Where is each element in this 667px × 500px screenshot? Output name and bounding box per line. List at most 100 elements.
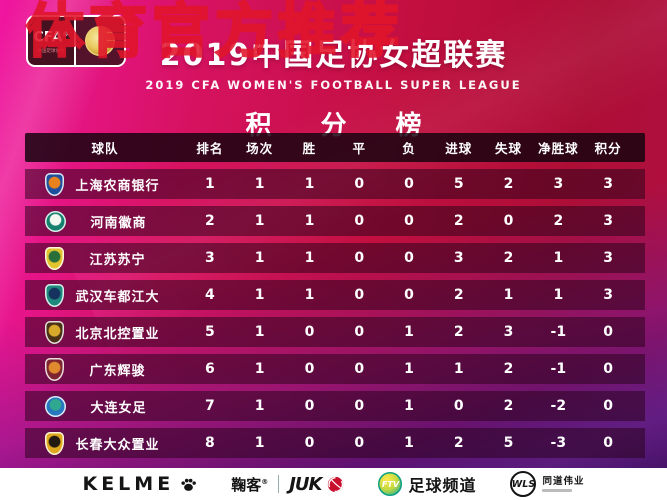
stat-draw: 0 (354, 213, 365, 229)
stat-points: 0 (603, 398, 613, 414)
team-crest-icon (45, 357, 64, 381)
paw-icon (181, 478, 197, 491)
page-title: 2019中国足协女超联赛 (159, 38, 508, 73)
team-crest-icon (45, 246, 64, 270)
column-header: 胜 (302, 141, 317, 156)
stat-win: 0 (304, 361, 315, 377)
stat-goals_against: 0 (503, 213, 514, 229)
stat-loss: 1 (404, 361, 414, 377)
ftv-wordmark: 足球频道 (408, 476, 477, 495)
stat-draw: 0 (354, 287, 365, 303)
sponsor-kelme: KELME (82, 473, 197, 495)
stat-draw: 0 (354, 435, 365, 451)
stat-points: 0 (603, 361, 613, 377)
team-cell: 广东辉骏 (25, 357, 185, 381)
table-row: 武汉车都江大 4 1 1 0 0 2 1 1 3 (25, 280, 645, 310)
team-cell: 上海农商银行 (25, 172, 185, 196)
stat-goals_for: 5 (453, 176, 464, 192)
stat-win: 0 (304, 398, 315, 414)
stat-win: 1 (304, 287, 315, 303)
stat-rank: 3 (205, 250, 215, 266)
column-header: 净胜球 (538, 141, 579, 156)
team-name: 大连女足 (90, 400, 147, 416)
stat-points: 0 (603, 435, 613, 451)
stat-goal_diff: -3 (550, 435, 567, 451)
stat-goal_diff: 1 (553, 250, 564, 266)
stat-points: 3 (603, 287, 613, 303)
stat-goals_for: 2 (453, 324, 464, 340)
column-header: 失球 (495, 141, 523, 156)
juke-cn-wordmark: 鞠客® (231, 475, 269, 494)
table-row: 北京北控置业 5 1 0 0 1 2 3 -1 0 (25, 317, 645, 347)
team-crest-icon (45, 210, 66, 232)
team-cell: 江苏苏宁 (25, 246, 185, 270)
team-name: 长春大众置业 (75, 437, 160, 453)
stat-played: 1 (254, 287, 265, 303)
wls-caption-bar (542, 488, 573, 492)
stat-rank: 6 (205, 361, 215, 377)
stat-loss: 0 (404, 250, 414, 266)
stat-goals_for: 2 (453, 435, 464, 451)
stat-draw: 0 (354, 250, 365, 266)
team-crest-icon (45, 395, 66, 417)
table-header-row: 球队 排名 场次 胜 平 负 进球 失球 净胜球 积分 (25, 133, 645, 162)
kelme-wordmark: KELME (82, 473, 175, 495)
stat-goals_against: 2 (503, 250, 514, 266)
table-body: 上海农商银行 1 1 1 0 0 5 2 3 3 河南徽商 2 1 1 0 0 2 0 2 3 江苏苏宁 3 1 1 0 0 3 2 1… (25, 169, 645, 458)
team-cell: 长春大众置业 (25, 431, 185, 455)
header: 2019中国足协女超联赛 2019 CFA WOMEN'S FOOTBALL S… (0, 30, 667, 142)
team-name: 武汉车都江大 (75, 289, 160, 305)
page-subtitle: 2019 CFA WOMEN'S FOOTBALL SUPER LEAGUE (145, 78, 522, 92)
team-crest-icon (45, 172, 64, 196)
stat-rank: 1 (205, 176, 215, 192)
column-header: 场次 (246, 141, 274, 156)
stat-goal_diff: -1 (550, 361, 567, 377)
column-header: 负 (402, 141, 416, 156)
team-name: 北京北控置业 (75, 326, 160, 342)
stat-goals_for: 3 (453, 250, 464, 266)
stat-rank: 5 (205, 324, 215, 340)
table-row: 上海农商银行 1 1 1 0 0 5 2 3 3 (25, 169, 645, 199)
stat-goals_against: 2 (503, 361, 514, 377)
table-row: 江苏苏宁 3 1 1 0 0 3 2 1 3 (25, 243, 645, 273)
table-row: 大连女足 7 1 0 0 1 0 2 -2 0 (25, 391, 645, 421)
stat-goal_diff: -1 (550, 324, 567, 340)
table-row: 长春大众置业 8 1 0 0 1 2 5 -3 0 (25, 428, 645, 458)
team-name: 上海农商银行 (75, 178, 160, 194)
stat-points: 3 (603, 213, 613, 229)
stat-loss: 1 (404, 435, 414, 451)
stat-loss: 1 (404, 324, 414, 340)
stat-rank: 7 (205, 398, 215, 414)
divider (278, 475, 280, 493)
league-emblem-icon (85, 26, 115, 56)
stat-win: 1 (304, 213, 315, 229)
cfa-logo: CFA® 中国足球协会 (26, 15, 126, 67)
team-crest-icon (45, 283, 64, 307)
stat-goals_against: 3 (503, 324, 514, 340)
stat-played: 1 (254, 176, 265, 192)
stat-goals_against: 1 (503, 287, 514, 303)
stat-played: 1 (254, 250, 265, 266)
stat-points: 3 (603, 250, 613, 266)
stat-win: 1 (304, 250, 315, 266)
stat-played: 1 (254, 213, 265, 229)
stat-played: 1 (254, 398, 265, 414)
stat-goal_diff: 2 (553, 213, 564, 229)
stat-goal_diff: 3 (553, 176, 564, 192)
cfa-org-sub-label: 中国足球协会 (37, 48, 65, 54)
stat-goals_for: 0 (453, 398, 464, 414)
team-cell: 武汉车都江大 (25, 283, 185, 307)
table-row: 广东辉骏 6 1 0 0 1 1 2 -1 0 (25, 354, 645, 384)
stat-played: 1 (254, 361, 265, 377)
stat-loss: 0 (404, 176, 414, 192)
stat-win: 1 (304, 176, 315, 192)
team-name: 江苏苏宁 (89, 252, 146, 268)
cfa-org-label: CFA® (33, 29, 69, 46)
stat-rank: 4 (205, 287, 215, 303)
cfa-logo-left: CFA® 中国足球协会 (28, 17, 74, 65)
team-crest-icon (45, 431, 64, 455)
watermark-text: 体育官方推荐 (25, 0, 405, 66)
team-cell: 河南徽商 (25, 210, 185, 232)
juke-en-wordmark: JUK (289, 473, 322, 495)
